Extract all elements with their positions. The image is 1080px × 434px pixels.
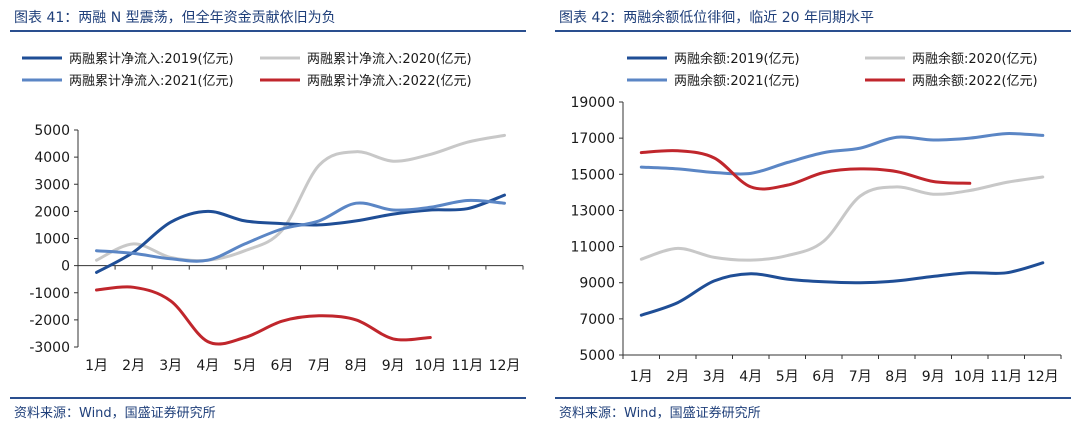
x-tick-label: 6月 [270,358,293,374]
x-tick-label: 5月 [776,369,799,385]
y-tick-label: 1000 [34,232,70,248]
legend-label: 两融余额:2019(亿元) [674,51,800,67]
x-tick-label: 10月 [414,358,446,374]
chart-panel-left: 图表 41：两融 N 型震荡，但全年资金贡献依旧为负 两融累计净流入:2019(… [0,0,535,434]
x-tick-label: 1月 [85,358,108,374]
y-tick-label: 17000 [570,131,615,147]
x-tick-label: 9月 [382,358,405,374]
chart-title: 图表 41：两融 N 型震荡，但全年资金贡献依旧为负 [14,10,336,26]
legend-entry: 两融累计净流入:2019(亿元) [22,52,234,67]
title-rule [555,30,1071,32]
y-tick-label: 13000 [570,203,615,219]
x-tick-label: 9月 [922,369,945,385]
y-tick-label: -2000 [29,313,70,329]
legend-entry: 两融余额:2021(亿元) [627,73,800,89]
x-tick-label: 11月 [451,358,483,374]
x-tick-label: 4月 [739,369,762,385]
source-note: 资料来源：Wind，国盛证券研究所 [559,406,761,421]
legend-entry: 两融余额:2022(亿元) [865,73,1038,89]
y-tick-label: 3000 [34,177,70,193]
x-tick-label: 2月 [122,358,145,374]
legend-entry: 两融余额:2019(亿元) [627,51,800,67]
x-tick-label: 3月 [703,369,726,385]
x-tick-label: 10月 [954,369,986,385]
legend-label: 两融余额:2021(亿元) [674,73,800,89]
x-tick-label: 4月 [196,358,219,374]
y-tick-label: 4000 [34,150,70,166]
y-tick-label: -1000 [29,286,70,302]
source-rule [555,397,1071,399]
x-tick-label: 7月 [308,358,331,374]
chart-title: 图表 42：两融余额低位徘徊，临近 20 年同期水平 [559,10,874,26]
title-rule [10,30,526,32]
y-tick-label: 19000 [570,95,615,111]
x-tick-label: 2月 [666,369,689,385]
y-tick-label: 7000 [579,312,615,328]
x-tick-label: 12月 [1027,369,1059,385]
legend-label: 两融余额:2020(亿元) [912,51,1038,67]
x-tick-label: 6月 [812,369,835,385]
series-line-0 [639,261,1045,317]
source-note: 资料来源：Wind，国盛证券研究所 [14,406,216,421]
legend-label: 两融累计净流入:2022(亿元) [307,74,472,89]
legend-label: 两融累计净流入:2021(亿元) [69,74,234,89]
legend-entry: 两融余额:2020(亿元) [865,51,1038,67]
x-tick-label: 3月 [159,358,182,374]
legend-entry: 两融累计净流入:2021(亿元) [22,74,234,89]
y-tick-label: 2000 [34,204,70,220]
series-line-1 [95,133,506,263]
y-tick-label: -3000 [29,340,70,356]
legend-entry: 两融累计净流入:2020(亿元) [260,52,472,67]
x-tick-label: 5月 [233,358,256,374]
source-rule [10,397,526,399]
x-tick-label: 8月 [885,369,908,385]
line-chart-net-inflow: 两融累计净流入:2019(亿元) 两融累计净流入:2020(亿元) 两融累计净流入:… [22,52,524,374]
y-tick-label: 11000 [570,240,615,256]
series-line-1 [639,175,1045,262]
series-line-3 [95,285,432,346]
y-tick-label: 5000 [34,123,70,139]
legend-entry: 两融累计净流入:2022(亿元) [260,74,472,89]
chart-panel-right: 图表 42：两融余额低位徘徊，临近 20 年同期水平 两融余额:2019(亿元)… [545,0,1080,434]
series-line-2 [95,198,506,263]
line-chart-margin-balance: 两融余额:2019(亿元) 两融余额:2020(亿元) 两融余额:2021(亿元) 两… [570,51,1062,385]
y-tick-label: 0 [61,259,70,275]
x-tick-label: 11月 [990,369,1022,385]
legend-label: 两融余额:2022(亿元) [912,73,1038,89]
y-tick-label: 15000 [570,167,615,183]
y-tick-label: 5000 [579,348,615,364]
legend-label: 两融累计净流入:2019(亿元) [69,52,234,67]
series-line-2 [639,132,1045,176]
x-tick-label: 7月 [849,369,872,385]
series-line-0 [95,193,506,274]
x-tick-label: 12月 [489,358,521,374]
legend-label: 两融累计净流入:2020(亿元) [307,52,472,67]
series-line-3 [639,149,972,191]
y-tick-label: 9000 [579,276,615,292]
x-tick-label: 1月 [630,369,653,385]
x-tick-label: 8月 [345,358,368,374]
